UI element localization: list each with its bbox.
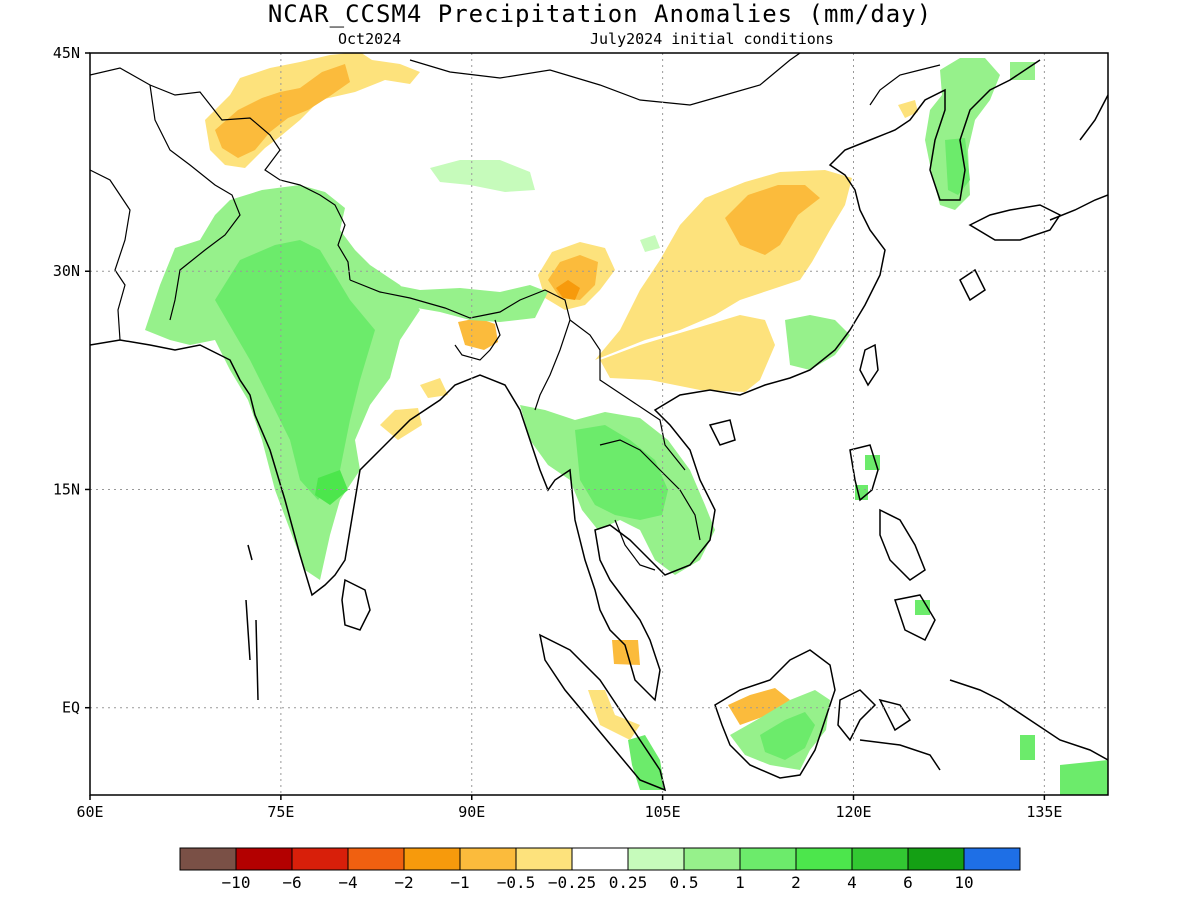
thailand-wetter (575, 425, 668, 520)
himalaya-wet (340, 270, 548, 322)
lon-tick-label: 60E (76, 803, 103, 821)
colorbar-swatch (571, 847, 629, 871)
colorbar-swatch (459, 847, 517, 871)
colorbar-label: −2 (394, 873, 413, 892)
page-title: NCAR_CCSM4 Precipitation Anomalies (mm/d… (267, 0, 933, 28)
gridlines (90, 53, 1108, 795)
borneo-dry (728, 688, 790, 725)
anomaly-field (90, 53, 1108, 795)
colorbar-label: −6 (282, 873, 301, 892)
colorbar-label: 10 (954, 873, 973, 892)
lat-tick-label: 15N (53, 480, 80, 498)
colorbar-swatch (683, 847, 741, 871)
bangladesh-dry (458, 318, 498, 350)
south-china-wet (785, 315, 850, 370)
colorbar-label: 0.25 (609, 873, 648, 892)
lon-tick-label: 90E (458, 803, 485, 821)
malaya-wet (655, 545, 672, 562)
colorbar-label: −4 (338, 873, 357, 892)
sumatra-wet (628, 735, 665, 790)
colorbar-label: 1 (735, 873, 745, 892)
lon-axis: 60E 75E 90E 105E 120E 135E (76, 795, 1062, 821)
india-core-wet (315, 470, 348, 505)
colorbar-label: 0.5 (670, 873, 699, 892)
colorbar-label: −1 (450, 873, 469, 892)
colorbar-swatch (515, 847, 573, 871)
south-china-dry (600, 315, 775, 392)
lat-axis: 45N 30N 15N EQ (53, 44, 90, 717)
colorbar-swatch (963, 847, 1021, 871)
colorbar: −10 −6 −4 −2 −1 −0.5 −0.25 0.25 0.5 1 2 4 6 10 (179, 847, 1021, 892)
lon-tick-label: 120E (835, 803, 871, 821)
tibet-wet (430, 160, 660, 252)
malaya-dry (612, 640, 640, 665)
colorbar-swatch (291, 847, 349, 871)
lon-tick-label: 75E (267, 803, 294, 821)
colorbar-label: −0.25 (548, 873, 596, 892)
philippines-wet (855, 455, 930, 615)
korea-wet (925, 58, 1035, 210)
colorbar-label: 4 (847, 873, 857, 892)
colorbar-swatch (907, 847, 965, 871)
lat-tick-label: EQ (62, 699, 80, 717)
colorbar-swatch (851, 847, 909, 871)
country-borders (90, 53, 941, 571)
colorbar-swatch (627, 847, 685, 871)
colorbar-swatch (795, 847, 853, 871)
lon-tick-label: 105E (645, 803, 681, 821)
bengal-dry (380, 378, 448, 440)
valid-month-label: Oct2024 (338, 30, 402, 48)
coastlines (90, 59, 1108, 792)
colorbar-swatch (739, 847, 797, 871)
colorbar-swatch (179, 847, 237, 871)
north-china-dry-patch (898, 100, 918, 118)
lat-tick-label: 45N (53, 44, 80, 62)
colorbar-label: −0.5 (497, 873, 536, 892)
colorbar-swatch (347, 847, 405, 871)
init-conditions-label: July2024 initial conditions (590, 30, 834, 48)
borneo-wetter (760, 712, 815, 760)
colorbar-label: 2 (791, 873, 801, 892)
new-guinea-wet (1020, 735, 1108, 795)
sumatra-dry (588, 690, 640, 740)
colorbar-label: 6 (903, 873, 913, 892)
lon-tick-label: 135E (1026, 803, 1062, 821)
colorbar-swatch (403, 847, 461, 871)
afghanistan-drier (215, 64, 350, 158)
lat-tick-label: 30N (53, 262, 80, 280)
colorbar-swatch (235, 847, 293, 871)
central-china-drier (725, 185, 820, 255)
colorbar-label: −10 (222, 873, 251, 892)
india-wetter (215, 240, 375, 500)
plot-frame (89, 52, 1109, 796)
burma-china-drier-core (556, 280, 580, 300)
